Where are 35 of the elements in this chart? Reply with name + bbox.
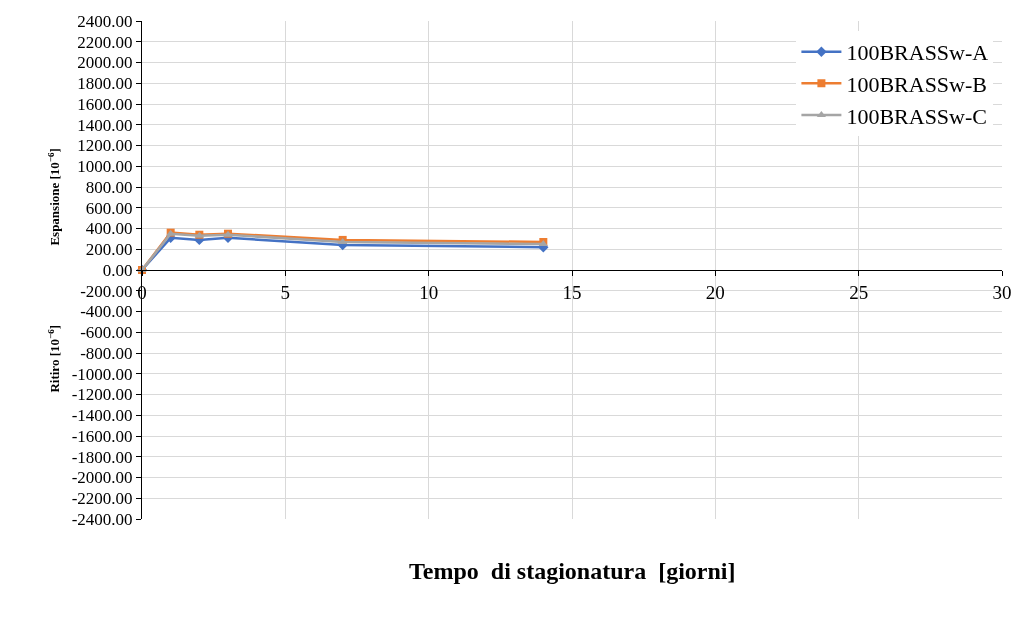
y-tick-label: -200.00 [80,281,133,301]
y-tick-label: 1600.00 [77,94,133,114]
y-tick-label: 0.00 [102,260,133,280]
x-tick-label: 15 [562,281,582,303]
y-tick-label: 2000.00 [77,53,133,73]
y-tick-label: 2400.00 [77,11,133,31]
y-tick-label: -2400.00 [71,509,133,529]
y-tick-label: -1600.00 [71,426,133,446]
y-tick-label: 400.00 [85,219,133,239]
y-tick-label: -1400.00 [71,406,133,426]
y-tick-label: 800.00 [85,177,133,197]
y-tick-label: 2200.00 [77,32,133,52]
y-tick-label: 1800.00 [77,74,133,94]
legend-label: 100BRASSw-C [846,103,987,129]
y-tick-label: -1200.00 [71,385,133,405]
x-tick-label: 10 [419,281,439,303]
y-tick-label: -1800.00 [71,447,133,467]
y-tick-label: -600.00 [80,323,133,343]
y-tick-label: -400.00 [80,302,133,322]
x-tick-label: 5 [280,281,291,303]
y-tick-label: 600.00 [85,198,133,218]
y-tick-label: 200.00 [85,240,133,260]
x-tick-label: 30 [992,281,1012,303]
y-tick-label: 1000.00 [77,157,133,177]
legend-label: 100BRASSw-B [846,71,987,97]
y-tick-label: -2200.00 [71,489,133,509]
y-tick-label: -1000.00 [71,364,133,384]
x-tick-label: 20 [705,281,725,303]
x-axis-title: Tempo di stagionatura [giorni] [409,558,736,584]
y-tick-label: 1200.00 [77,136,133,156]
y-tick-label: -800.00 [80,343,133,363]
y-tick-label: 1400.00 [77,115,133,135]
x-tick-label: 25 [849,281,869,303]
y-tick-label: -2000.00 [71,468,133,488]
legend-label: 100BRASSw-A [846,40,989,66]
